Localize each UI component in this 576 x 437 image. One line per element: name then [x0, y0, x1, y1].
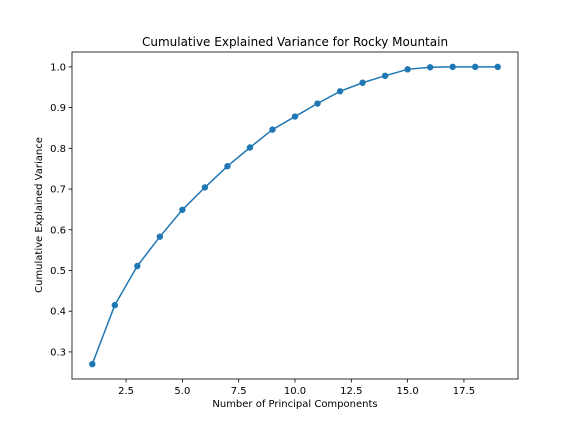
x-tick-label: 10.0	[284, 386, 306, 397]
data-point	[381, 72, 389, 80]
y-tick-label: 0.3	[50, 347, 66, 358]
axes-frame	[71, 51, 519, 380]
y-tick-label: 1.0	[50, 62, 66, 73]
y-tick-label: 0.7	[50, 185, 66, 196]
data-point	[269, 126, 276, 133]
x-tick-label: 7.5	[231, 386, 247, 397]
data-point	[224, 163, 231, 170]
x-axis: 2.5 5.0 7.5 10.0 12.5 15.0 17.5	[118, 379, 475, 397]
y-axis: 0.3 0.4 0.5 0.6 0.7 0.8 0.9 1.0	[50, 62, 72, 358]
x-tick-label: 2.5	[118, 386, 134, 397]
y-tick-label: 0.9	[50, 103, 66, 114]
data-point	[89, 360, 96, 368]
data-point	[291, 113, 299, 120]
data-point	[134, 262, 141, 270]
y-tick-label: 0.4	[50, 307, 66, 318]
plot-area: 2.5 5.0 7.5 10.0 12.5 15.0 17.5 0.30.40.50.60.…	[50, 51, 519, 397]
y-axis-label: Cumulative Explained Variance	[34, 137, 45, 293]
series-line	[91, 66, 498, 365]
y-tick-label: 0.8	[50, 144, 66, 155]
x-axis-label: Number of Principal Components	[212, 399, 377, 410]
data-point	[404, 66, 411, 73]
data-point	[426, 64, 434, 71]
data-point	[472, 63, 479, 71]
data-point	[201, 184, 209, 191]
chart-title: Cumulative Explained Variance for Rocky …	[142, 35, 448, 49]
x-tick-label: 5.0	[174, 386, 190, 397]
x-tick-label: 12.5	[340, 386, 362, 397]
series-layer	[89, 63, 501, 368]
data-point	[494, 63, 501, 71]
data-point	[246, 144, 254, 151]
data-point	[179, 206, 186, 213]
data-point	[314, 100, 321, 107]
data-point	[111, 301, 118, 309]
y-tick-label: 0.6	[50, 225, 66, 236]
data-point	[336, 88, 344, 95]
y-tick-label: 0.5	[50, 266, 66, 277]
data-point	[359, 79, 366, 86]
data-point	[156, 233, 164, 240]
x-tick-label: 15.0	[396, 386, 418, 397]
x-tick-label: 17.5	[453, 386, 475, 397]
data-point	[449, 63, 456, 71]
